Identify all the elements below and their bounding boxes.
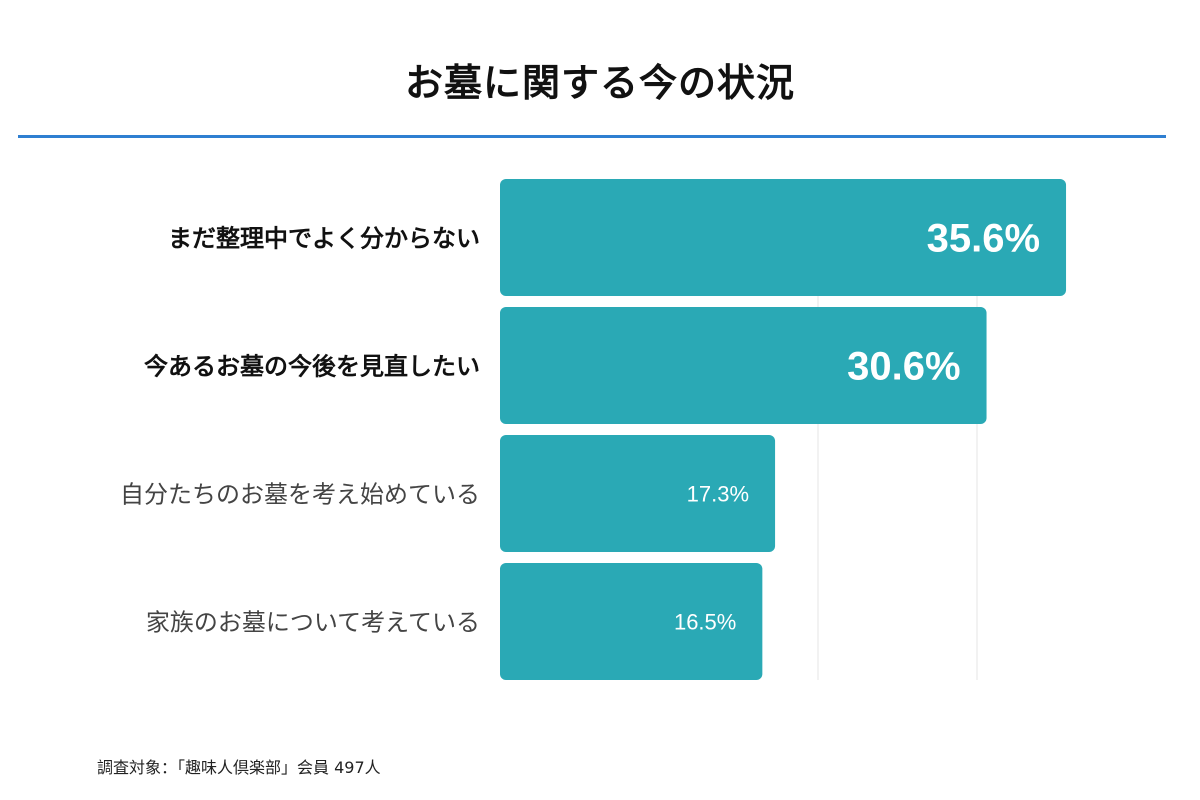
value-label: 30.6% <box>847 345 960 389</box>
bar <box>500 563 763 680</box>
bar <box>500 435 776 552</box>
title-divider <box>18 135 1166 138</box>
category-label: 今あるお墓の今後を見直したい <box>144 353 480 381</box>
value-label: 17.3% <box>687 482 749 507</box>
bar-layer <box>500 179 1067 680</box>
bar <box>500 179 1067 296</box>
bar <box>500 307 987 424</box>
category-label: まだ整理中でよく分からない <box>168 225 480 253</box>
category-label: 自分たちのお墓を考え始めている <box>120 481 480 509</box>
survey-note: 調査対象：「趣味人倶楽部」会員 497人 <box>97 758 381 777</box>
category-label: 家族のお墓について考えている <box>146 609 480 637</box>
chart-title: お墓に関する今の状況 <box>404 61 795 105</box>
label-layer: 35.6% まだ整理中でよく分からない 30.6% 今あるお墓の今後を見直したい 17.… <box>120 217 1040 637</box>
value-label: 35.6% <box>927 217 1040 261</box>
value-label: 16.5% <box>674 610 736 635</box>
